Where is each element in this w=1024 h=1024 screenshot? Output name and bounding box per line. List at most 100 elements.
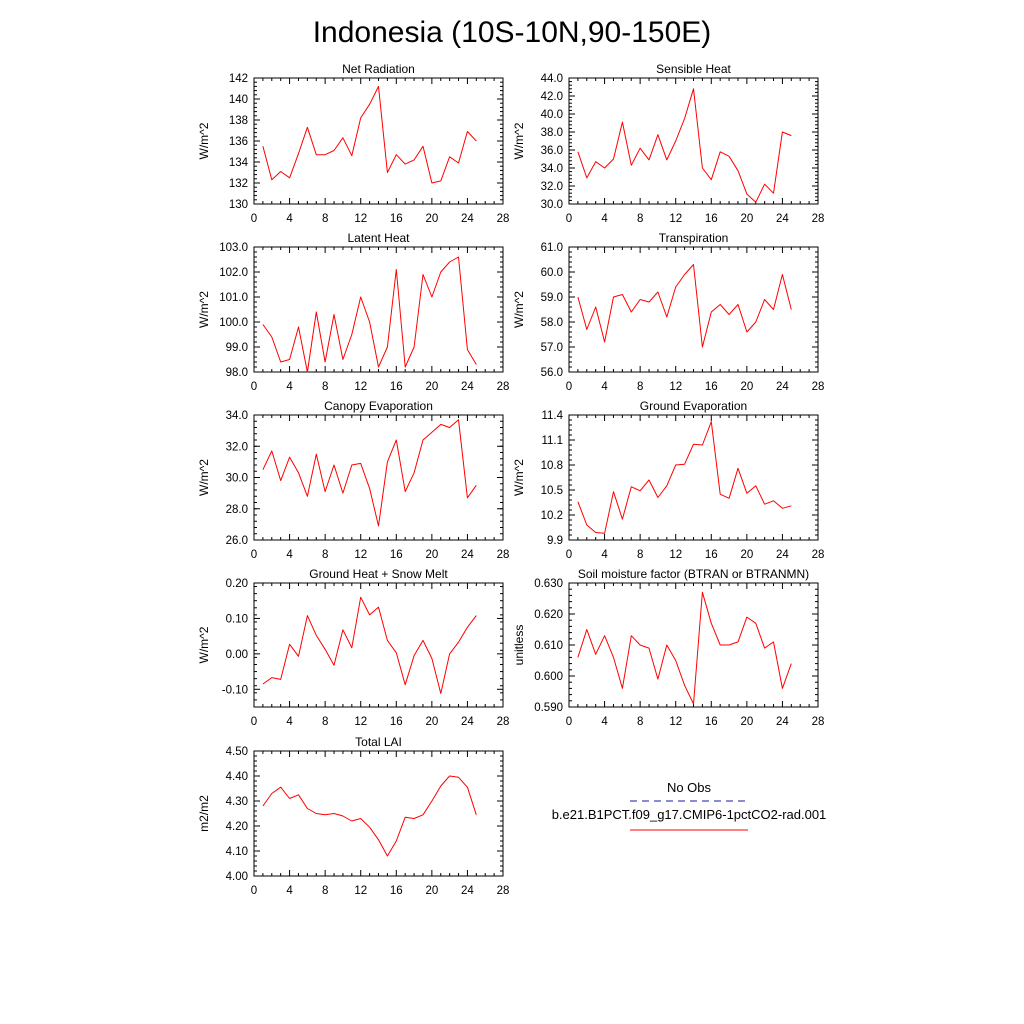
x-tick-label: 8 [637, 549, 643, 561]
y-tick-label: 100.0 [219, 317, 248, 329]
y-tick-label: 40.0 [541, 109, 563, 121]
y-tick-label: 28.0 [226, 504, 248, 516]
panel-title: Latent Heat [347, 231, 410, 245]
x-tick-label: 8 [637, 381, 643, 393]
panel-title: Soil moisture factor (BTRAN or BTRANMN) [578, 567, 809, 581]
panel-title: Net Radiation [342, 62, 415, 76]
x-tick-label: 0 [251, 381, 257, 393]
panel-3: Transpiration 0 4 8 12 16 20 24 28 56.0 57.0 58.0 59… [512, 231, 824, 393]
x-tick-label: 0 [566, 716, 572, 728]
y-tick-label: 32.0 [541, 181, 563, 193]
y-tick-label: 98.0 [226, 367, 248, 379]
x-tick-label: 4 [601, 213, 608, 225]
y-tick-label: 102.0 [219, 267, 248, 279]
x-tick-label: 8 [637, 716, 643, 728]
y-tick-label: 38.0 [541, 127, 563, 139]
panel-title: Ground Heat + Snow Melt [309, 567, 448, 581]
x-tick-label: 24 [461, 885, 474, 897]
main-title: Indonesia (10S-10N,90-150E) [313, 16, 712, 49]
x-tick-label: 20 [740, 716, 753, 728]
x-tick-label: 12 [354, 885, 367, 897]
x-tick-label: 8 [322, 213, 328, 225]
x-tick-label: 0 [251, 716, 257, 728]
panel-title: Sensible Heat [656, 62, 731, 76]
y-tick-label: 0.630 [534, 578, 563, 590]
y-tick-label: 34.0 [541, 163, 563, 175]
x-tick-label: 28 [812, 716, 825, 728]
y-axis-label: W/m^2 [197, 122, 211, 159]
y-axis-label: m2/m2 [197, 795, 211, 832]
x-tick-label: 20 [425, 716, 438, 728]
y-axis-label: W/m^2 [197, 459, 211, 496]
x-tick-label: 12 [354, 549, 367, 561]
x-tick-label: 28 [497, 716, 510, 728]
x-tick-label: 12 [354, 716, 367, 728]
y-tick-label: 4.00 [226, 871, 248, 883]
series-line-0 [577, 591, 792, 705]
y-tick-label: 4.40 [226, 771, 248, 783]
x-tick-label: 28 [812, 213, 825, 225]
x-tick-label: 20 [425, 381, 438, 393]
x-tick-label: 16 [390, 549, 403, 561]
x-tick-label: 28 [497, 549, 510, 561]
panel-8: Total LAI 0 4 8 12 16 20 24 28 4.00 4.10 4.20 4.30 4.… [197, 735, 509, 897]
y-axis-label: unitless [512, 625, 526, 666]
x-tick-label: 12 [669, 716, 682, 728]
y-tick-label: 10.2 [541, 510, 563, 522]
series-line-0 [577, 88, 792, 203]
series-line-0 [577, 421, 792, 534]
x-tick-label: 0 [566, 549, 572, 561]
y-tick-label: 36.0 [541, 145, 563, 157]
y-tick-label: 99.0 [226, 342, 248, 354]
x-tick-label: 16 [390, 716, 403, 728]
x-tick-label: 16 [705, 381, 718, 393]
x-tick-label: 12 [354, 213, 367, 225]
x-tick-label: 4 [286, 213, 293, 225]
plot-frame [568, 582, 819, 708]
y-axis-label: W/m^2 [512, 459, 526, 496]
plot-frame [253, 77, 504, 205]
panel-title: Canopy Evaporation [324, 399, 433, 413]
y-tick-label: 44.0 [541, 73, 563, 85]
x-tick-label: 8 [322, 885, 328, 897]
y-tick-label: 26.0 [226, 535, 248, 547]
y-tick-label: 4.50 [226, 746, 248, 758]
x-tick-label: 8 [322, 716, 328, 728]
x-tick-label: 4 [286, 716, 293, 728]
y-tick-label: 10.5 [541, 485, 563, 497]
y-tick-label: 138 [229, 115, 248, 127]
x-tick-label: 4 [286, 549, 293, 561]
x-tick-label: 0 [251, 549, 257, 561]
x-tick-label: 0 [566, 213, 572, 225]
panel-0: Net Radiation 0 4 8 12 16 20 24 28 130 132 134 136 13… [197, 62, 509, 225]
y-tick-label: 61.0 [541, 242, 563, 254]
y-tick-label: 10.8 [541, 460, 563, 472]
y-tick-label: 60.0 [541, 267, 563, 279]
x-tick-label: 28 [497, 885, 510, 897]
y-axis-label: W/m^2 [197, 626, 211, 663]
y-tick-label: 11.1 [541, 435, 563, 447]
series-line-0 [262, 256, 477, 373]
x-tick-label: 16 [390, 381, 403, 393]
x-tick-label: 8 [637, 213, 643, 225]
plot-frame [253, 582, 504, 708]
x-tick-label: 4 [601, 549, 608, 561]
x-tick-label: 20 [425, 213, 438, 225]
y-tick-label: 4.20 [226, 821, 248, 833]
plot-frame [568, 414, 819, 541]
y-tick-label: 58.0 [541, 317, 563, 329]
x-tick-label: 8 [322, 381, 328, 393]
y-tick-label: 103.0 [219, 242, 248, 254]
y-tick-label: 4.10 [226, 846, 248, 858]
y-tick-label: 4.30 [226, 796, 248, 808]
series-line-0 [262, 596, 477, 694]
plot-frame [253, 414, 504, 541]
x-tick-label: 4 [286, 885, 293, 897]
x-tick-label: 20 [740, 213, 753, 225]
x-tick-label: 12 [669, 381, 682, 393]
x-tick-label: 28 [812, 381, 825, 393]
y-tick-label: 56.0 [541, 367, 563, 379]
x-tick-label: 20 [740, 549, 753, 561]
x-tick-label: 12 [669, 549, 682, 561]
x-tick-label: 0 [251, 885, 257, 897]
